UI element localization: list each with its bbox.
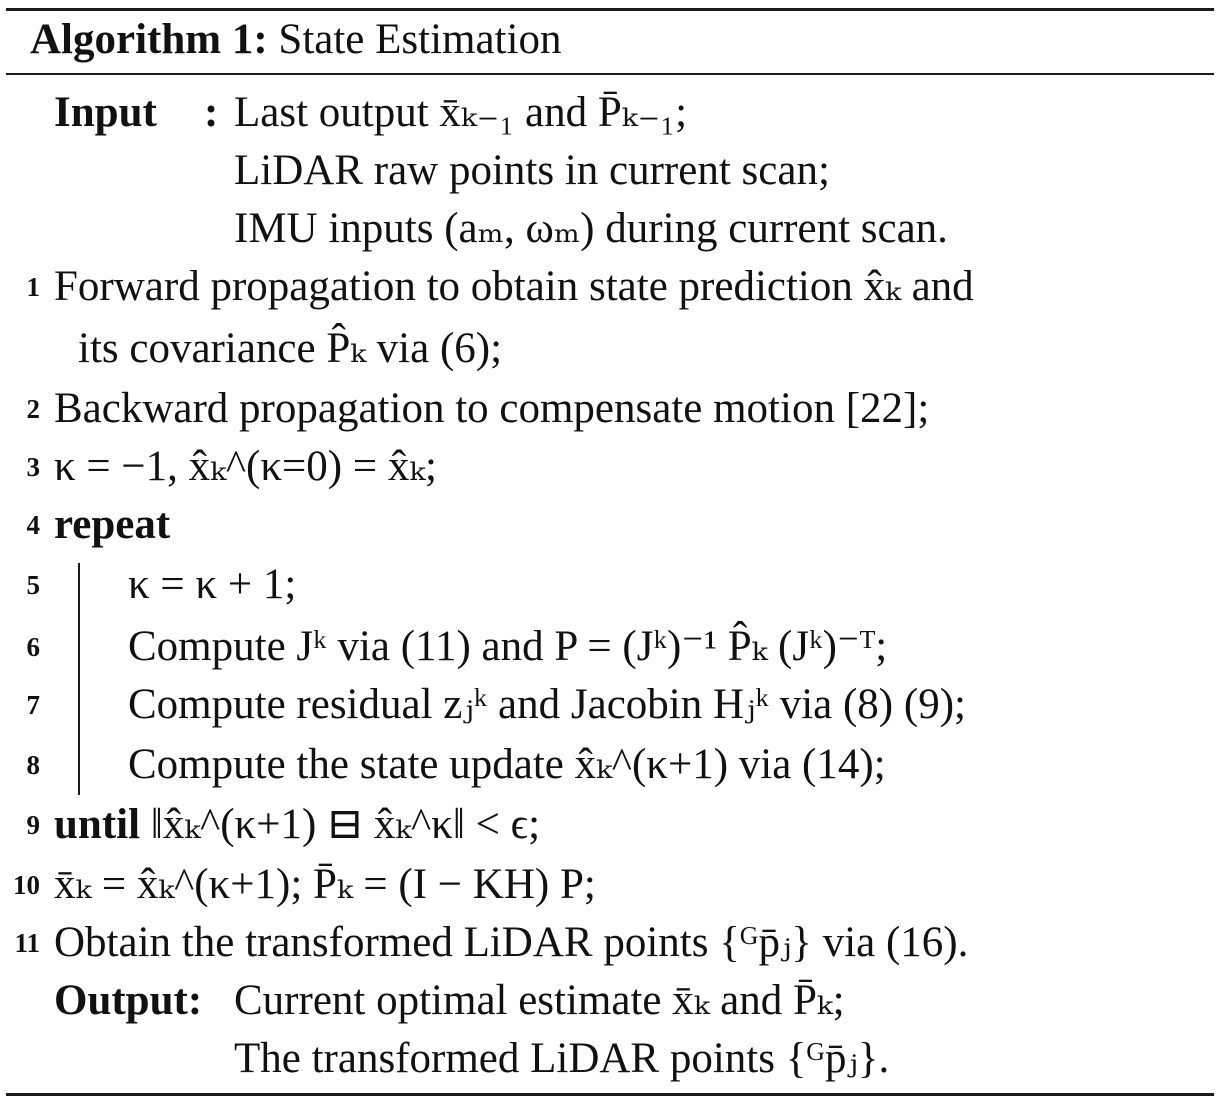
output-line: The transformed LiDAR points {ᴳp̄ⱼ}. — [234, 1035, 890, 1082]
input-line: IMU inputs (aₘ, ωₘ) during current scan. — [234, 205, 948, 252]
input-colon: : — [204, 89, 219, 136]
step-text: Obtain the transformed LiDAR points {ᴳp̄… — [54, 919, 969, 966]
step-text: κ = κ + 1; — [128, 561, 297, 608]
step-row: 8 Compute the state update x̂ₖ^(κ+1) via… — [0, 736, 1222, 794]
step-row: 11 Obtain the transformed LiDAR points {… — [0, 914, 1222, 972]
output-label: Output: — [54, 977, 203, 1024]
step-number: 10 — [13, 870, 40, 900]
step-number: 1 — [26, 272, 41, 302]
step-text: Compute residual zⱼᵏ and Jacobin Hⱼᵏ via… — [128, 681, 966, 728]
repeat-keyword: repeat — [54, 501, 171, 548]
step-row: 2 Backward propagation to compensate mot… — [0, 380, 1222, 438]
step-text: Forward propagation to obtain state pred… — [54, 263, 974, 310]
bottom-rule — [6, 1093, 1214, 1096]
input-row-3: IMU inputs (aₘ, ωₘ) during current scan. — [0, 200, 1222, 258]
top-rule — [6, 8, 1214, 11]
step-number: 8 — [26, 750, 41, 780]
step-row: 6 Compute Jᵏ via (11) and P = (Jᵏ)⁻¹ P̂ₖ… — [0, 618, 1222, 676]
step-text: Compute the state update x̂ₖ^(κ+1) via (… — [128, 741, 886, 788]
input-row-2: LiDAR raw points in current scan; — [0, 142, 1222, 200]
until-keyword: until — [54, 801, 141, 848]
step-row: 9 until ‖x̂ₖ^(κ+1) ⊟ x̂ₖ^κ‖ < ϵ; — [0, 796, 1222, 854]
step-text: x̄ₖ = x̂ₖ^(κ+1); P̄ₖ = (I − KH) P; — [54, 861, 596, 908]
step-row: 4 repeat — [0, 496, 1222, 554]
step-text: Backward propagation to compensate motio… — [54, 385, 930, 432]
algorithm-title: Algorithm 1: State Estimation — [30, 12, 561, 68]
step-row: 10 x̄ₖ = x̂ₖ^(κ+1); P̄ₖ = (I − KH) P; — [0, 856, 1222, 914]
step-row: 3 κ = −1, x̂ₖ^(κ=0) = x̂ₖ; — [0, 438, 1222, 496]
step-row: 7 Compute residual zⱼᵏ and Jacobin Hⱼᵏ v… — [0, 676, 1222, 734]
step-number: 6 — [26, 632, 41, 662]
title-rule — [6, 73, 1214, 75]
input-row-1: Input : Last output x̄ₖ₋₁ and P̄ₖ₋₁; — [0, 84, 1222, 142]
output-row-2: The transformed LiDAR points {ᴳp̄ⱼ}. — [0, 1030, 1222, 1088]
step-text-until: until ‖x̂ₖ^(κ+1) ⊟ x̂ₖ^κ‖ < ϵ; — [54, 801, 541, 848]
step-row: 1 Forward propagation to obtain state pr… — [0, 258, 1222, 316]
algorithm-name: State Estimation — [278, 16, 562, 63]
step-text: κ = −1, x̂ₖ^(κ=0) = x̂ₖ; — [54, 443, 437, 490]
step-number: 7 — [26, 690, 41, 720]
input-line: LiDAR raw points in current scan; — [234, 147, 830, 194]
step-number: 5 — [26, 570, 41, 600]
loop-body-bar — [78, 563, 80, 795]
step-text: Compute Jᵏ via (11) and P = (Jᵏ)⁻¹ P̂ₖ (… — [128, 623, 888, 670]
input-line: Last output x̄ₖ₋₁ and P̄ₖ₋₁; — [234, 89, 688, 136]
step-row-continuation: its covariance P̂ₖ via (6); — [0, 320, 1222, 378]
step-number: 9 — [26, 810, 41, 840]
step-number: 4 — [26, 510, 41, 540]
output-row-1: Output: Current optimal estimate x̄ₖ and… — [0, 972, 1222, 1030]
algorithm-label: Algorithm 1: — [30, 16, 268, 63]
output-line: Current optimal estimate x̄ₖ and P̄ₖ; — [234, 977, 845, 1024]
step-text: its covariance P̂ₖ via (6); — [78, 325, 503, 372]
step-number: 3 — [26, 452, 41, 482]
step-number: 2 — [26, 394, 41, 424]
step-number: 11 — [14, 928, 40, 958]
step-row: 5 κ = κ + 1; — [0, 556, 1222, 614]
input-label: Input — [54, 89, 157, 136]
